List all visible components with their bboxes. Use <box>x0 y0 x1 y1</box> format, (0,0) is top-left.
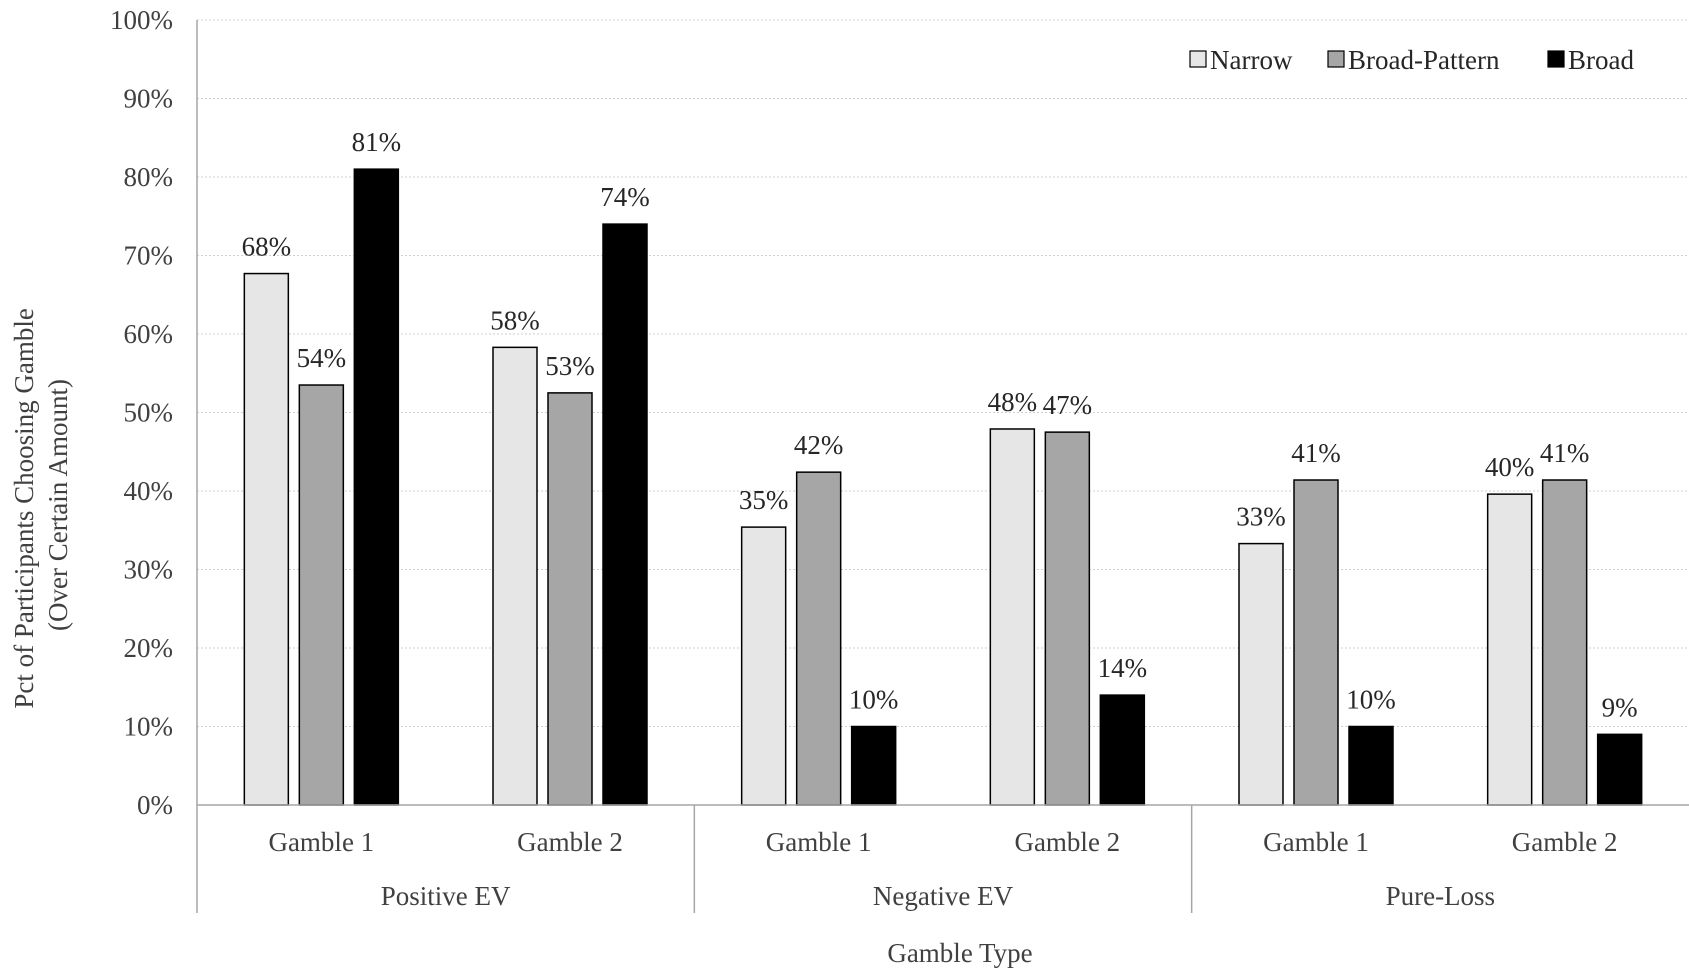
y-axis-title: Pct of Participants Choosing Gamble (Ove… <box>9 301 73 708</box>
legend-label: Broad-Pattern <box>1348 45 1500 75</box>
bars <box>243 168 1643 806</box>
legend-swatch <box>1189 50 1207 68</box>
legend-label: Broad <box>1568 45 1634 75</box>
bar-narrow <box>989 428 1036 806</box>
y-tick-label: 90% <box>124 84 174 114</box>
data-label: 58% <box>490 305 540 335</box>
bar-narrow <box>1486 493 1533 806</box>
bar-narrow <box>492 346 538 806</box>
category-label: Gamble 1 <box>1263 827 1369 857</box>
bar-narrow <box>243 272 290 806</box>
data-label: 48% <box>988 387 1038 417</box>
data-label: 42% <box>794 430 844 460</box>
category-label: Gamble 1 <box>268 827 374 857</box>
bar-broad <box>1099 694 1146 806</box>
data-label: 41% <box>1540 438 1590 468</box>
category-label: Gamble 2 <box>1512 827 1618 857</box>
category-label: Gamble 2 <box>1014 827 1120 857</box>
x-axis-title: Gamble Type <box>887 938 1032 968</box>
y-tick-label: 70% <box>124 241 174 271</box>
y-tick-label: 50% <box>124 398 174 428</box>
bar-broad-pattern <box>298 384 345 806</box>
bar-broad-pattern <box>547 392 593 806</box>
data-label: 10% <box>849 685 899 715</box>
category-label: Gamble 2 <box>517 827 623 857</box>
group-label: Negative EV <box>873 881 1014 911</box>
data-label: 53% <box>545 351 595 381</box>
legend-swatch <box>1327 50 1345 68</box>
data-label: 41% <box>1291 438 1341 468</box>
x-axis: Gamble 1 Gamble 2 Gamble 1 Gamble 2 Gamble 1… <box>196 804 1689 913</box>
data-label: 40% <box>1485 452 1535 482</box>
y-tick-label: 10% <box>124 712 174 742</box>
y-axis-title-line2: (Over Certain Amount) <box>43 379 73 631</box>
y-tick-label: 60% <box>124 319 174 349</box>
bar-broad <box>850 725 897 806</box>
y-axis-title-line1: Pct of Participants Choosing Gamble <box>9 308 39 708</box>
data-label: 35% <box>739 485 789 515</box>
y-tick-label: 100% <box>110 5 173 35</box>
data-label: 81% <box>352 127 402 157</box>
group-label: Positive EV <box>381 881 511 911</box>
data-label: 9% <box>1602 692 1638 722</box>
category-label: Gamble 1 <box>766 827 872 857</box>
bar-broad-pattern <box>1293 479 1339 806</box>
y-tick-label: 0% <box>137 790 173 820</box>
legend-label: Narrow <box>1210 45 1293 75</box>
bar-broad <box>1596 733 1643 806</box>
bar-narrow <box>1238 542 1284 806</box>
y-tick-label: 30% <box>124 555 174 585</box>
bar-narrow <box>740 526 787 806</box>
y-axis: 0% 10% 20% 30% 40% 50% 60% 70% 80% 90% 100% <box>110 5 198 820</box>
data-label: 14% <box>1098 653 1148 683</box>
bar-broad-pattern <box>1541 479 1588 806</box>
gridlines <box>197 19 1689 727</box>
y-tick-label: 40% <box>124 476 174 506</box>
y-tick-label: 80% <box>124 162 174 192</box>
legend: Narrow Broad-Pattern Broad <box>1189 45 1634 75</box>
data-labels: 68% 54% 81% 58%53% 74% 35%42% 10% 48% 47% 14% 33% 4… <box>242 127 1638 722</box>
bar-broad <box>1348 725 1394 806</box>
bar-broad <box>602 223 648 806</box>
data-label: 54% <box>297 343 347 373</box>
data-label: 74% <box>600 182 650 212</box>
data-label: 33% <box>1236 502 1286 532</box>
data-label: 68% <box>242 232 292 262</box>
bar-broad-pattern <box>1044 431 1091 806</box>
data-label: 47% <box>1043 390 1093 420</box>
bar-broad-pattern <box>795 471 842 806</box>
legend-swatch <box>1547 50 1565 68</box>
group-label: Pure-Loss <box>1386 881 1496 911</box>
bar-broad <box>353 168 400 806</box>
y-tick-label: 20% <box>124 633 174 663</box>
data-label: 10% <box>1346 685 1396 715</box>
